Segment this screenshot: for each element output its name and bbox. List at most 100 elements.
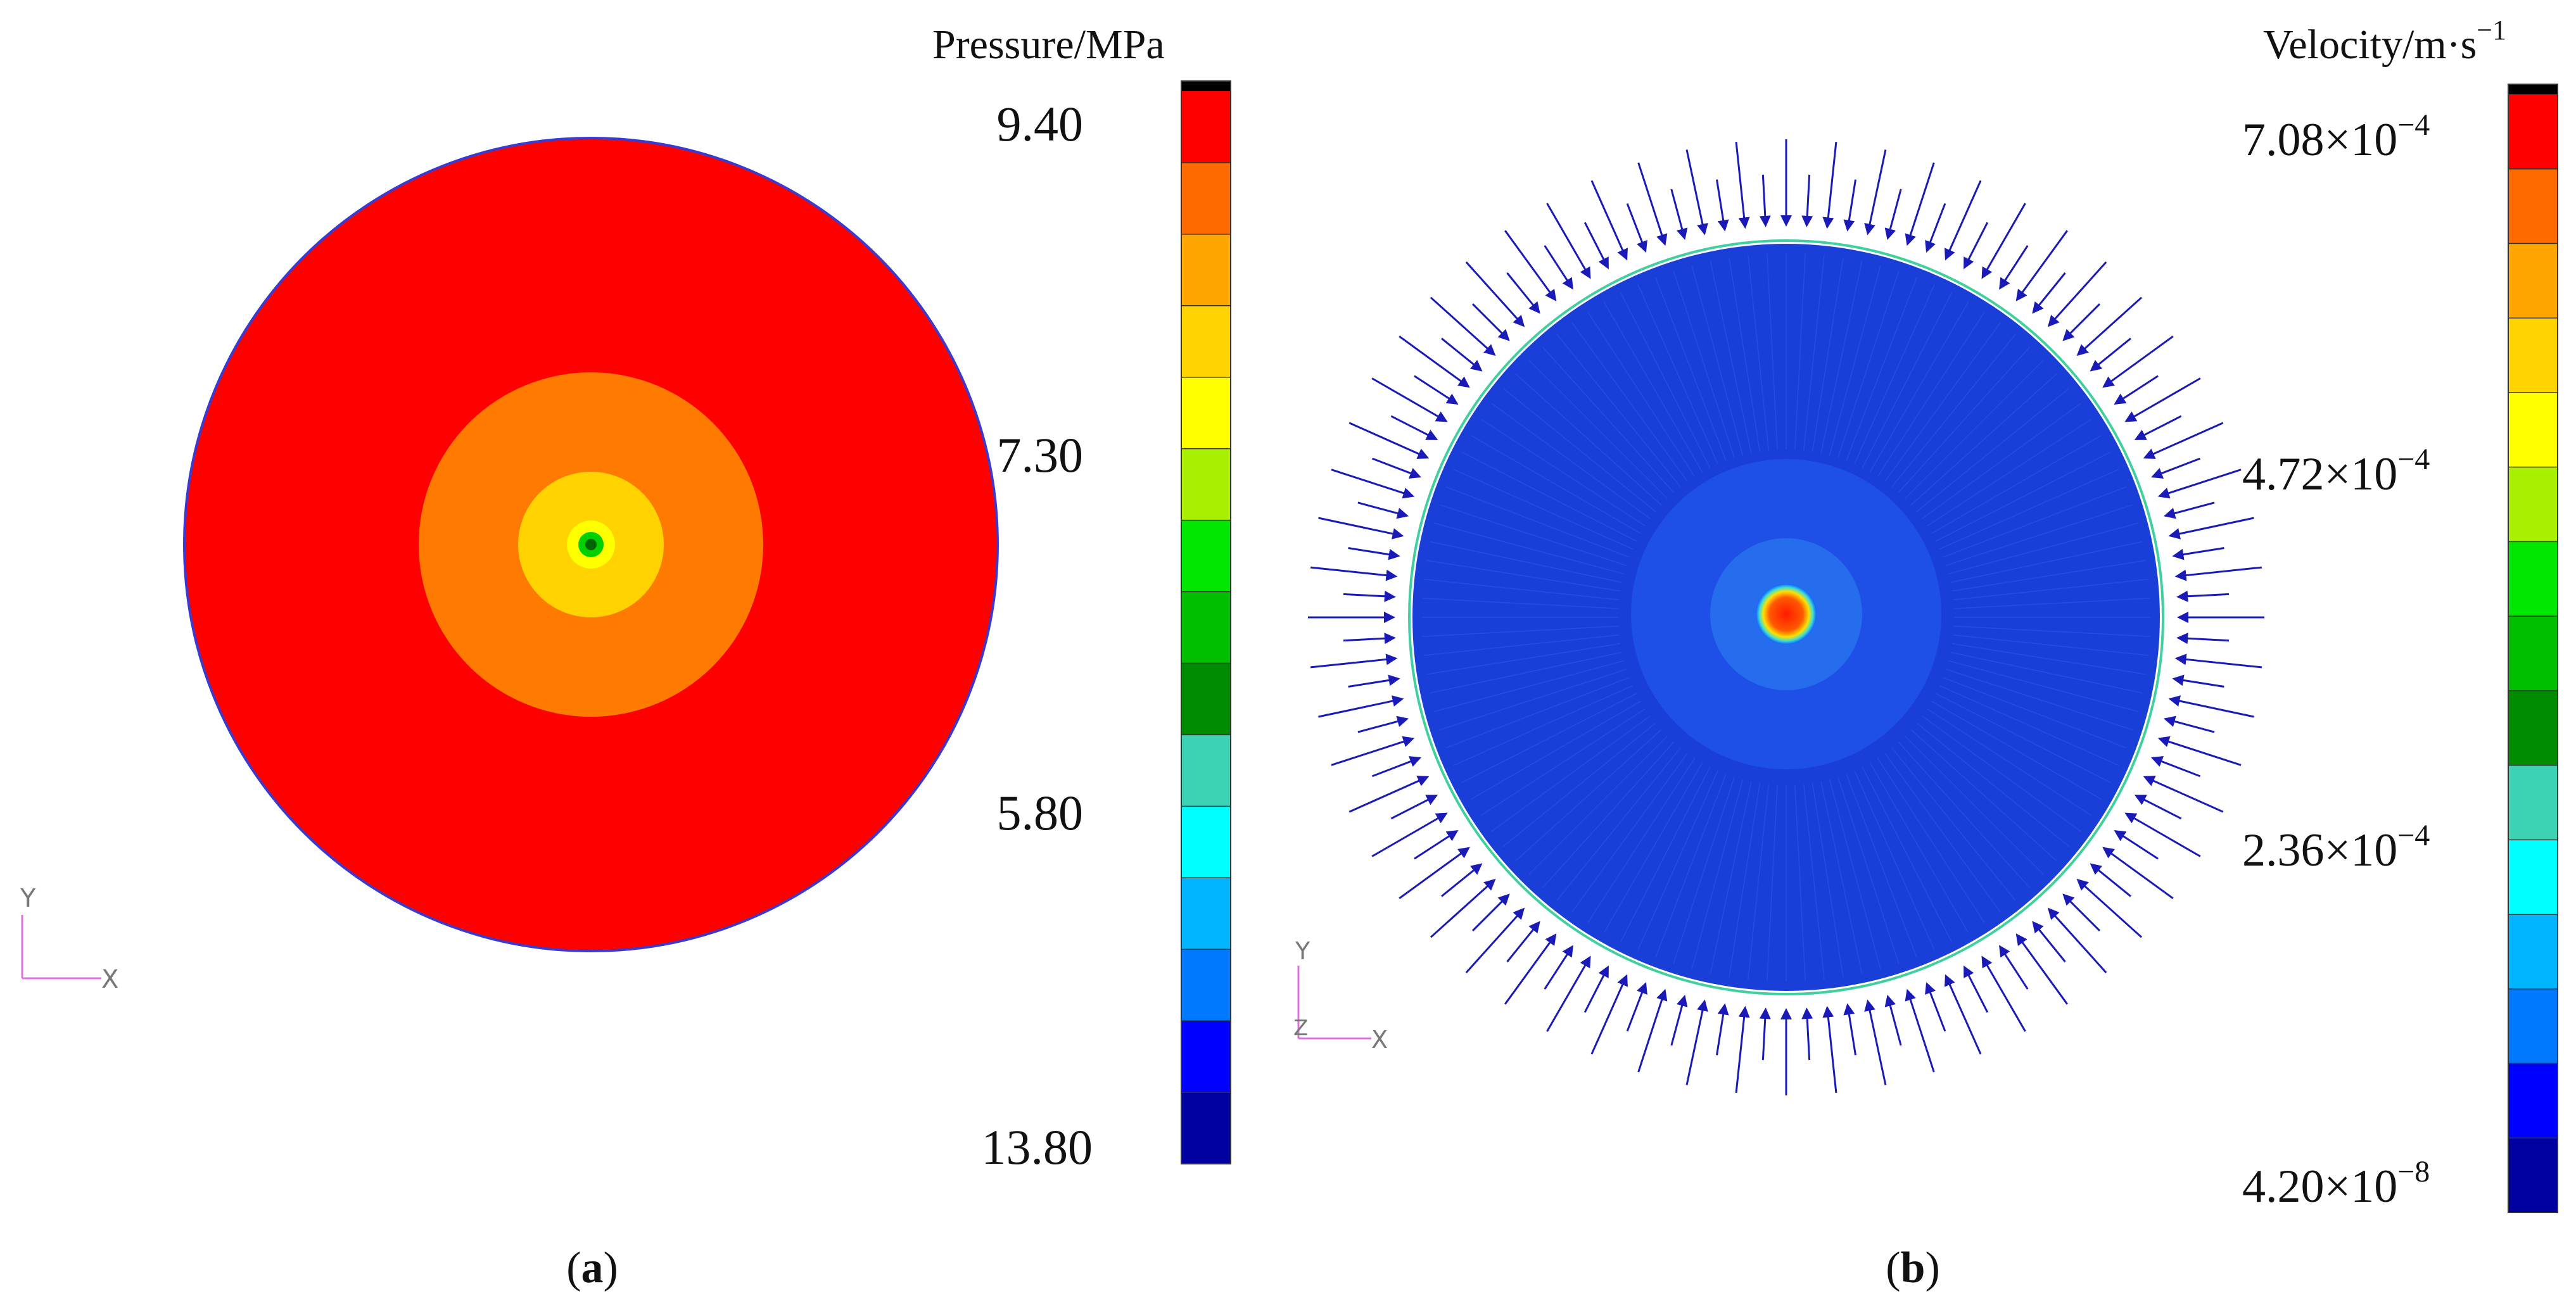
velocity-arrow: [2124, 377, 2201, 422]
velocity-arrow: [2176, 590, 2230, 602]
pressure-colorbar-segment: [1181, 734, 1231, 807]
velocity-arrow: [1685, 149, 1708, 236]
velocity-streamline: [1434, 522, 1625, 575]
velocity-arrow: [1925, 203, 1946, 253]
velocity-arrow: [2172, 674, 2224, 688]
velocity-arrow: [2032, 921, 2066, 962]
velocity-streamline: [1439, 504, 1627, 566]
velocity-streamline: [1603, 301, 1703, 472]
velocity-streamline: [1953, 634, 2148, 656]
velocity-streamline: [1502, 388, 1656, 512]
pressure-colorbar-segment: [1181, 663, 1231, 735]
velocity-streamline: [1869, 762, 1969, 933]
velocity-arrow: [2157, 469, 2242, 499]
velocity-arrow: [1546, 955, 1591, 1032]
velocity-arrow: [1331, 469, 1415, 499]
velocity-arrow: [2151, 457, 2201, 479]
velocity-arrow: [1716, 179, 1729, 232]
velocity-streamline: [1571, 752, 1688, 912]
velocity-streamline: [1931, 434, 2102, 534]
velocity-tick-7-08e-4: 7.08×10−4: [2242, 108, 2430, 166]
velocity-streamline: [1926, 708, 2092, 816]
velocity-arrow: [2143, 776, 2224, 813]
velocity-arrow: [1504, 230, 1557, 301]
velocity-arrow: [1981, 955, 2026, 1032]
velocity-arrow: [1371, 756, 1421, 778]
velocity-streamline: [1953, 579, 2148, 601]
velocity-streamline: [1422, 626, 1619, 637]
velocity-streamline: [1884, 322, 2001, 482]
velocity-colorbar-segment: [2508, 318, 2558, 393]
velocity-streamline: [1710, 781, 1752, 974]
pressure-colorbar-segment: [1181, 949, 1231, 1021]
velocity-streamline: [1829, 779, 1881, 969]
velocity-arrow: [1716, 1003, 1729, 1056]
velocity-streamline: [1829, 265, 1881, 456]
velocity-streamline: [1846, 774, 1917, 958]
velocity-streamline: [1950, 652, 2143, 694]
velocity-colorbar-segment: [2508, 392, 2558, 468]
velocity-vector-plot: [1308, 139, 2264, 1095]
pressure-tick-7-30: 7.30: [997, 427, 1084, 482]
velocity-arrow: [1348, 674, 1400, 688]
velocity-arrow: [1471, 893, 1510, 932]
velocity-colorbar-segment: [2508, 616, 2558, 691]
velocity-arrow: [2090, 863, 2131, 897]
velocity-arrow: [1822, 1006, 1837, 1094]
velocity-streamline: [1502, 722, 1656, 847]
velocity-streamline: [1461, 451, 1637, 542]
velocity-arrow: [1310, 653, 1398, 669]
velocity-streamline: [1846, 277, 1917, 461]
velocity-streamline: [1424, 579, 1620, 601]
velocity-tick-4-72e-4: 4.72×10−4: [2242, 443, 2430, 500]
velocity-streamline: [1430, 541, 1622, 583]
velocity-arrow: [1371, 377, 1448, 422]
velocity-arrow: [1441, 863, 1483, 897]
velocity-streamline: [1884, 752, 2001, 912]
velocity-arrow: [1670, 189, 1688, 241]
velocity-arrow: [1544, 945, 1573, 990]
panel-a: Y X Pressure/MPa 9.40 7.30 5.80 13.80 (a…: [20, 22, 1231, 1292]
velocity-arrow: [1999, 245, 2029, 290]
velocity-streamline: [1803, 255, 1825, 451]
velocity-arrow: [1465, 907, 1525, 974]
velocity-arrow: [1685, 999, 1708, 1085]
velocity-arrow: [1357, 501, 1409, 519]
velocity-arrow: [2157, 736, 2242, 766]
velocity-arrow: [2168, 695, 2254, 718]
velocity-center-hotspot: [1756, 584, 1817, 645]
velocity-streamline: [1445, 486, 1630, 558]
velocity-colorbar-segment: [2508, 690, 2558, 766]
velocity-arrow: [1430, 296, 1496, 356]
velocity-arrow: [1506, 921, 1540, 962]
velocity-streamline: [1691, 779, 1744, 969]
velocity-streamline: [1926, 419, 2092, 527]
velocity-arrow: [2047, 907, 2107, 974]
velocity-streamline: [1953, 598, 2150, 609]
velocity-streamline: [1935, 693, 2111, 783]
velocity-streamline: [1434, 660, 1625, 712]
velocity-streamline: [1939, 685, 2119, 766]
velocity-streamline: [1587, 757, 1696, 923]
axis-z-label-b: Z: [1293, 1016, 1308, 1041]
velocity-arrow: [1759, 174, 1771, 227]
pressure-colorbar-segment: [1181, 162, 1231, 235]
velocity-arrow: [1864, 149, 1887, 236]
velocity-streamline: [1424, 634, 1620, 656]
velocity-streamline: [1862, 293, 1952, 469]
velocity-arrow: [2102, 847, 2174, 899]
velocity-arrow: [1905, 988, 1935, 1073]
pressure-colorbar-segment: [1181, 1021, 1231, 1093]
velocity-streamline: [1673, 270, 1735, 458]
velocity-streamline: [1603, 762, 1703, 933]
velocity-arrow: [1843, 1003, 1856, 1056]
velocity-arrow: [2174, 653, 2262, 669]
velocity-streamline: [1491, 716, 1651, 832]
velocity-arrow: [1544, 245, 1573, 290]
axis-y-label-b: Y: [1295, 937, 1310, 965]
velocity-arrow: [2163, 716, 2215, 733]
velocity-arrow: [1590, 180, 1628, 261]
velocity-arrow: [1864, 999, 1887, 1085]
velocity-streamline: [1935, 451, 2111, 542]
pressure-tick-labels: 9.40 7.30 5.80 13.80: [982, 96, 1093, 1175]
